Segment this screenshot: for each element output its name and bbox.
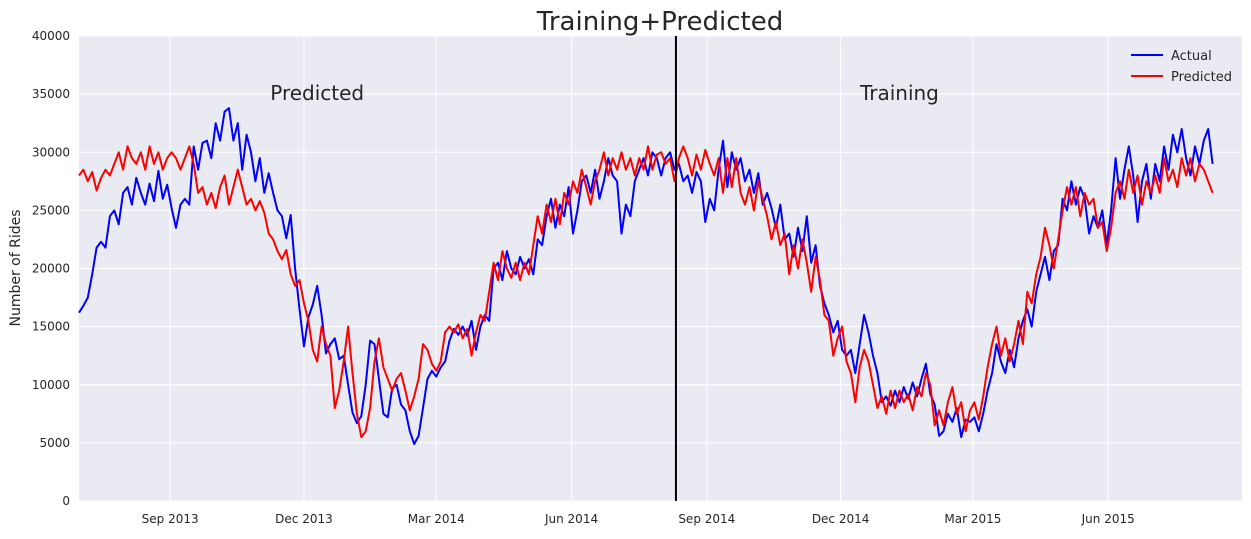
x-tick-label: Dec 2014 [812, 512, 870, 526]
y-tick-label: 20000 [32, 262, 70, 276]
legend-label-actual: Actual [1171, 49, 1212, 64]
y-tick-labels: 0 5000 10000 15000 20000 25000 30000 35000 40000 [32, 29, 70, 508]
y-tick-label: 5000 [39, 436, 70, 450]
y-tick-label: 10000 [32, 378, 70, 392]
x-tick-label: Dec 2013 [275, 512, 333, 526]
y-tick-label: 35000 [32, 87, 70, 101]
y-tick-label: 0 [62, 494, 70, 508]
annotations: Predicted Training [270, 81, 939, 105]
legend-label-predicted: Predicted [1171, 70, 1232, 85]
x-tick-label: Jun 2014 [544, 512, 598, 526]
chart-title: Training+Predicted [536, 7, 783, 37]
x-tick-label: Mar 2014 [408, 512, 465, 526]
annotation-training: Training [859, 81, 939, 105]
x-tick-label: Sep 2013 [142, 512, 199, 526]
y-tick-label: 30000 [32, 145, 70, 159]
x-tick-labels: Sep 2013 Dec 2013 Mar 2014 Jun 2014 Sep 2014… [142, 512, 1135, 526]
x-tick-label: Mar 2015 [944, 512, 1001, 526]
annotation-predicted: Predicted [270, 81, 364, 105]
legend: Actual Predicted [1131, 49, 1232, 85]
series-line-actual [78, 107, 1214, 445]
y-tick-label: 25000 [32, 203, 70, 217]
series-line-predicted [78, 145, 1214, 439]
series-lines [78, 107, 1214, 445]
gridlines [79, 35, 1242, 502]
x-tick-label: Sep 2014 [678, 512, 735, 526]
y-axis-label: Number of Rides [8, 209, 24, 326]
y-tick-label: 40000 [32, 29, 70, 43]
x-tick-label: Jun 2015 [1081, 512, 1135, 526]
y-tick-label: 15000 [32, 320, 70, 334]
